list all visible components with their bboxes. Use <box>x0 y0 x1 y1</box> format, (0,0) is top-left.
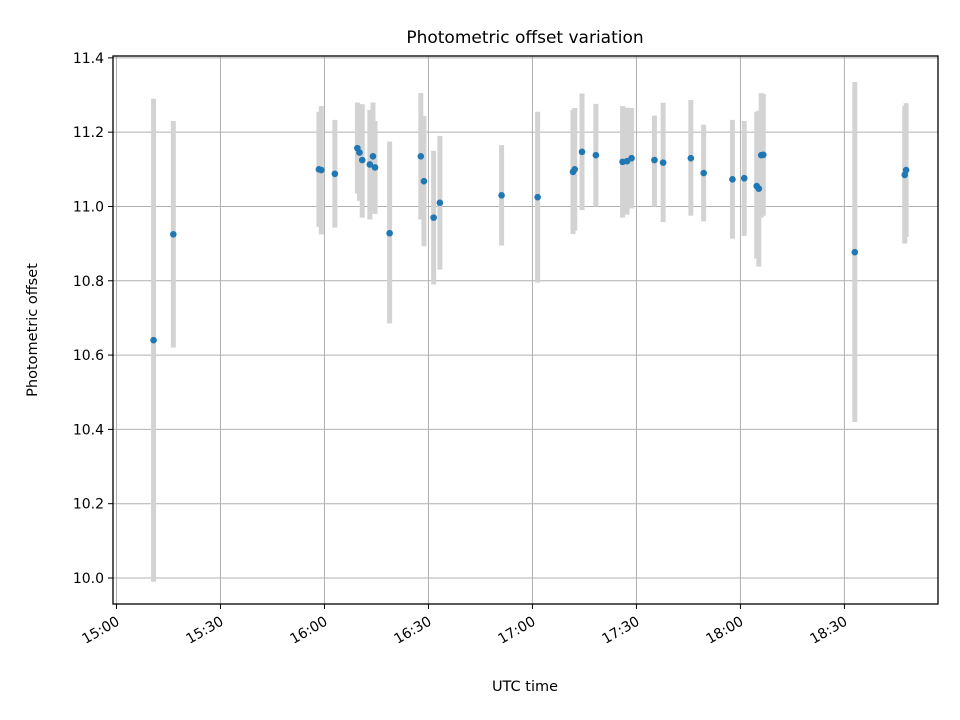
data-point <box>150 336 157 344</box>
data-point <box>371 164 379 171</box>
y-tick-label: 10.2 <box>73 497 104 513</box>
data-point <box>170 231 177 238</box>
y-tick-label: 10.6 <box>73 348 104 364</box>
data-point <box>417 153 425 160</box>
y-tick-label: 10.8 <box>73 274 104 290</box>
y-tick-label: 11.0 <box>73 199 104 215</box>
data-point <box>740 174 748 182</box>
data-point <box>571 166 579 173</box>
data-point <box>420 177 428 185</box>
data-point <box>331 170 339 178</box>
y-axis-label: Photometric offset <box>25 263 41 397</box>
data-points <box>150 144 910 344</box>
data-point <box>687 154 695 162</box>
data-point <box>628 154 635 162</box>
data-point <box>755 185 763 192</box>
chart-title: Photometric offset variation <box>406 28 643 48</box>
data-point <box>366 161 374 168</box>
y-tick-label: 10.4 <box>73 422 104 438</box>
data-point <box>592 151 600 159</box>
data-point <box>369 153 377 160</box>
data-point <box>356 149 363 156</box>
data-point <box>386 229 393 237</box>
data-point <box>430 214 437 221</box>
grid <box>113 56 938 604</box>
data-point <box>902 166 910 174</box>
data-point <box>534 193 541 201</box>
y-tick-label: 10.0 <box>73 571 104 587</box>
data-point <box>436 199 444 207</box>
data-point <box>578 148 586 156</box>
x-axis-label: UTC time <box>492 679 558 695</box>
data-point <box>759 151 767 159</box>
data-point <box>659 159 667 166</box>
plot-frame <box>112 55 939 605</box>
data-point <box>498 192 505 199</box>
data-point <box>700 169 707 177</box>
y-axis-ticks: 10.0 10.2 10.4 10.6 10.8 11.0 11.2 11.4 <box>73 51 113 587</box>
data-point <box>729 176 736 183</box>
data-point <box>358 156 366 164</box>
y-tick-label: 11.2 <box>73 125 104 141</box>
data-point <box>851 248 859 256</box>
y-tick-label: 11.4 <box>73 51 104 67</box>
data-point <box>318 166 325 174</box>
data-point <box>651 156 658 164</box>
